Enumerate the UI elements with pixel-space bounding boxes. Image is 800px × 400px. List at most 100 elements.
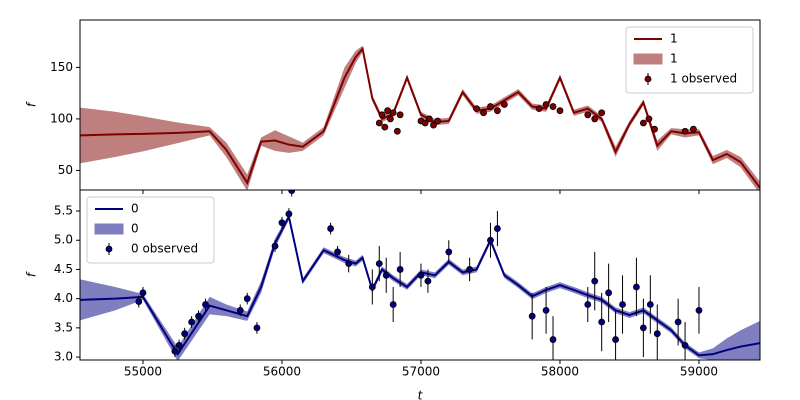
legend-point [105,245,113,253]
observed-point [466,266,474,273]
observed-point [487,103,494,110]
observed-point [535,105,543,113]
legend-label: 0 observed [131,242,198,256]
legend-box [625,26,754,94]
legend-point [644,75,652,83]
legend-box [86,196,215,264]
y-tick-label: 4.5 [54,262,73,276]
observed-point [639,119,647,127]
observed-point [253,324,261,332]
observed-point [633,283,640,291]
mean-line [80,213,760,357]
x-tick-label: 55000 [124,365,162,379]
observed-point [584,111,592,119]
observed-point [619,301,626,308]
observed-point [384,107,392,115]
observed-point [421,119,429,127]
observed-point [375,260,383,268]
observed-point [434,117,442,125]
observed-point [188,318,196,326]
legend: 0 0 0 observed [86,196,215,264]
observed-point [500,101,508,108]
observed-point [487,236,494,244]
y-tick-label: 100 [50,111,73,125]
observed-point [181,330,189,338]
observed-point [417,271,425,279]
observed-point [473,105,480,113]
observed-point [243,295,251,303]
plot-area [80,190,760,360]
observed-point [425,115,433,123]
x-tick-label: 57000 [402,365,440,379]
observed-point [424,277,432,285]
observed-point [236,306,244,314]
observed-point [271,242,279,250]
observed-point [612,336,619,343]
observed-point [528,312,536,320]
observed-point [430,121,437,129]
observed-point [445,248,453,256]
observed-point [681,127,689,135]
observed-point [288,190,296,194]
observed-point [171,347,179,355]
observed-point [542,101,550,108]
observed-point [378,111,386,119]
plot-area [80,45,760,190]
observed-point [556,107,564,115]
x-tick-label: 59000 [680,365,718,379]
y-axis-label: f [25,271,39,277]
observed-point [591,115,599,123]
observed-point [396,266,404,273]
legend: 1 1 1 observed [625,26,754,94]
y-tick-label: 50 [58,163,73,177]
observed-point [334,248,341,256]
observed-point [278,219,286,227]
legend-label: 0 [131,222,139,236]
y-tick-label: 3.5 [54,320,73,334]
axes-frame [79,189,761,361]
observed-point [542,306,550,314]
y-tick-label: 3.0 [54,350,73,364]
observed-point [382,271,390,279]
observed-point [494,107,501,115]
observed-point [651,125,658,133]
legend-band [94,223,124,235]
y-axis-label: f [25,101,39,107]
observed-point [494,225,501,232]
observed-point [690,125,697,133]
observed-point [396,111,404,119]
observed-point [605,289,613,297]
observed-point [345,260,353,268]
observed-point [598,109,606,117]
observed-point [393,127,401,135]
x-axis-label: t [418,389,424,400]
observed-point [175,341,183,349]
mean-line [80,46,760,189]
observed-point [695,306,703,314]
observed-point [591,277,599,285]
legend-label: 1 [670,32,678,46]
y-tick-label: 5.5 [54,204,73,218]
observed-point [639,324,647,332]
legend-label: 1 [670,52,678,66]
x-tick-label: 56000 [263,365,301,379]
observed-point [381,123,389,131]
observed-point [584,301,592,308]
observed-point [202,301,209,308]
observed-point [549,103,557,110]
observed-point [549,336,557,343]
observed-point [389,109,397,117]
y-tick-label: 4.0 [54,291,73,305]
observed-point [386,115,394,123]
y-tick-label: 150 [50,60,73,74]
observed-point [375,119,383,127]
observed-point [681,341,689,349]
observed-point [645,115,653,123]
observed-point [285,210,293,218]
y-tick-label: 5.0 [54,233,73,247]
legend-label: 0 [131,202,139,216]
legend-band [633,53,663,65]
observed-point [674,318,682,326]
observed-point [195,312,202,320]
